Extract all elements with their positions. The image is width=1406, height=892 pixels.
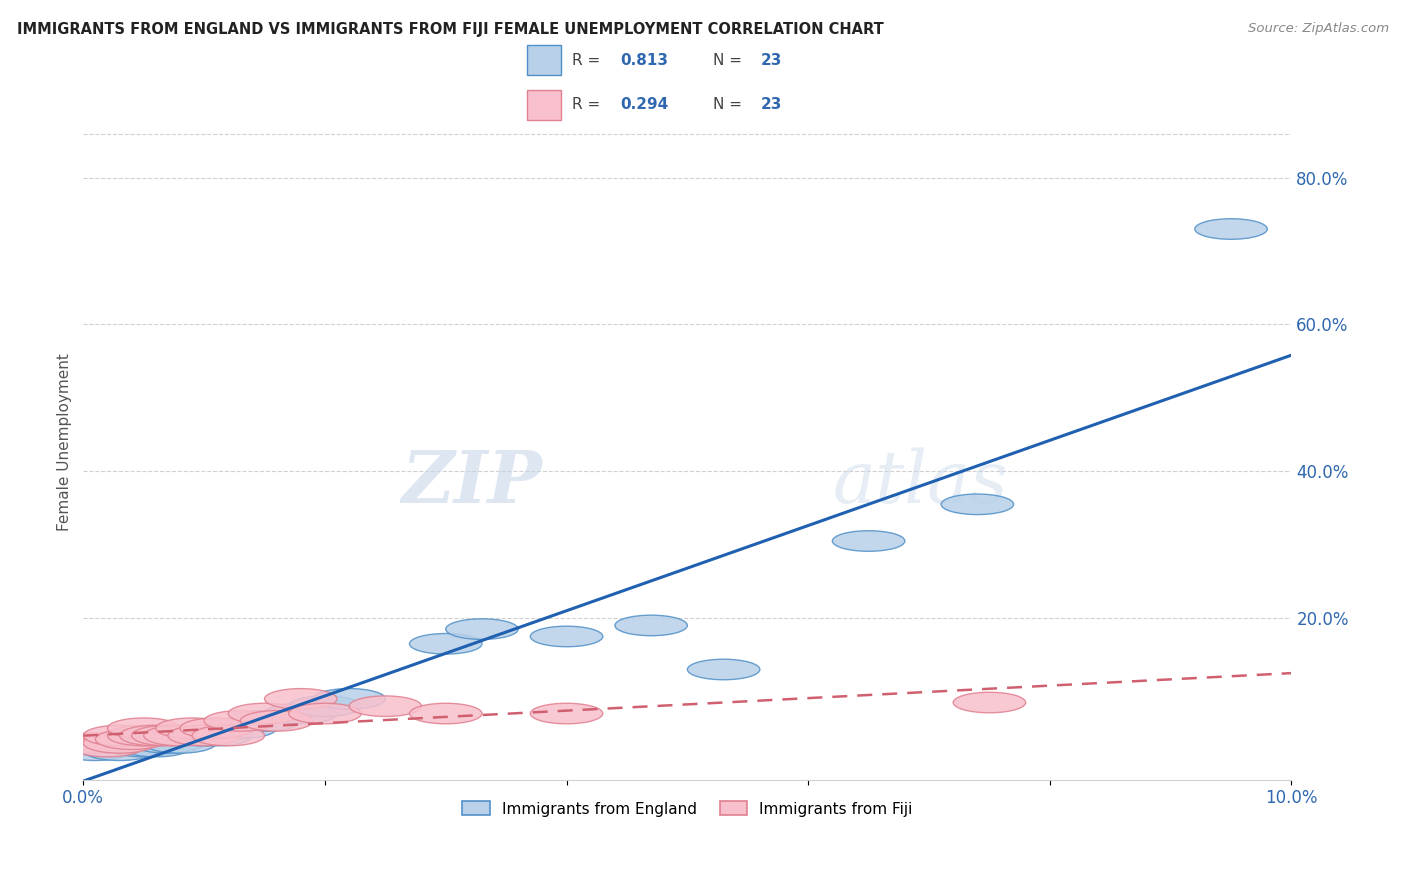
Y-axis label: Female Unemployment: Female Unemployment — [58, 353, 72, 531]
Text: R =: R = — [572, 53, 605, 68]
Ellipse shape — [83, 725, 156, 746]
Ellipse shape — [107, 725, 180, 746]
Ellipse shape — [72, 736, 143, 756]
Ellipse shape — [143, 725, 217, 746]
Legend: Immigrants from England, Immigrants from Fiji: Immigrants from England, Immigrants from… — [456, 796, 920, 822]
Ellipse shape — [1195, 219, 1267, 239]
Ellipse shape — [107, 718, 180, 739]
Ellipse shape — [167, 725, 240, 746]
Ellipse shape — [96, 732, 167, 753]
Ellipse shape — [143, 732, 217, 753]
Ellipse shape — [132, 725, 204, 746]
Ellipse shape — [228, 711, 301, 731]
Ellipse shape — [72, 736, 143, 756]
Ellipse shape — [83, 740, 156, 761]
Ellipse shape — [349, 696, 422, 716]
Ellipse shape — [530, 626, 603, 647]
Ellipse shape — [96, 729, 167, 749]
Ellipse shape — [240, 711, 314, 731]
Ellipse shape — [59, 732, 132, 753]
Ellipse shape — [120, 736, 193, 756]
Ellipse shape — [107, 736, 180, 756]
Ellipse shape — [953, 692, 1025, 713]
Ellipse shape — [156, 718, 228, 739]
Text: ZIP: ZIP — [402, 447, 543, 518]
Ellipse shape — [120, 725, 193, 746]
Text: R =: R = — [572, 97, 605, 112]
Ellipse shape — [288, 696, 361, 716]
Ellipse shape — [409, 703, 482, 723]
Ellipse shape — [688, 659, 759, 680]
Text: Source: ZipAtlas.com: Source: ZipAtlas.com — [1249, 22, 1389, 36]
Ellipse shape — [193, 725, 264, 746]
Ellipse shape — [530, 703, 603, 723]
Ellipse shape — [204, 711, 277, 731]
Text: 23: 23 — [761, 53, 783, 68]
Ellipse shape — [264, 689, 337, 709]
Ellipse shape — [941, 494, 1014, 515]
Ellipse shape — [832, 531, 905, 551]
Text: 0.294: 0.294 — [620, 97, 668, 112]
Ellipse shape — [314, 689, 385, 709]
Ellipse shape — [264, 703, 337, 723]
Ellipse shape — [59, 740, 132, 761]
Text: N =: N = — [713, 53, 747, 68]
FancyBboxPatch shape — [527, 90, 561, 120]
Ellipse shape — [83, 732, 156, 753]
Ellipse shape — [288, 703, 361, 723]
Ellipse shape — [180, 718, 253, 739]
Ellipse shape — [228, 703, 301, 723]
Text: IMMIGRANTS FROM ENGLAND VS IMMIGRANTS FROM FIJI FEMALE UNEMPLOYMENT CORRELATION : IMMIGRANTS FROM ENGLAND VS IMMIGRANTS FR… — [17, 22, 883, 37]
Ellipse shape — [204, 718, 277, 739]
Ellipse shape — [167, 725, 240, 746]
Text: 0.813: 0.813 — [620, 53, 668, 68]
Ellipse shape — [614, 615, 688, 636]
Ellipse shape — [132, 732, 204, 753]
Ellipse shape — [446, 619, 519, 640]
Text: atlas: atlas — [832, 447, 1008, 517]
FancyBboxPatch shape — [527, 45, 561, 75]
Text: 23: 23 — [761, 97, 783, 112]
Ellipse shape — [180, 725, 253, 746]
Text: N =: N = — [713, 97, 747, 112]
Ellipse shape — [409, 633, 482, 654]
